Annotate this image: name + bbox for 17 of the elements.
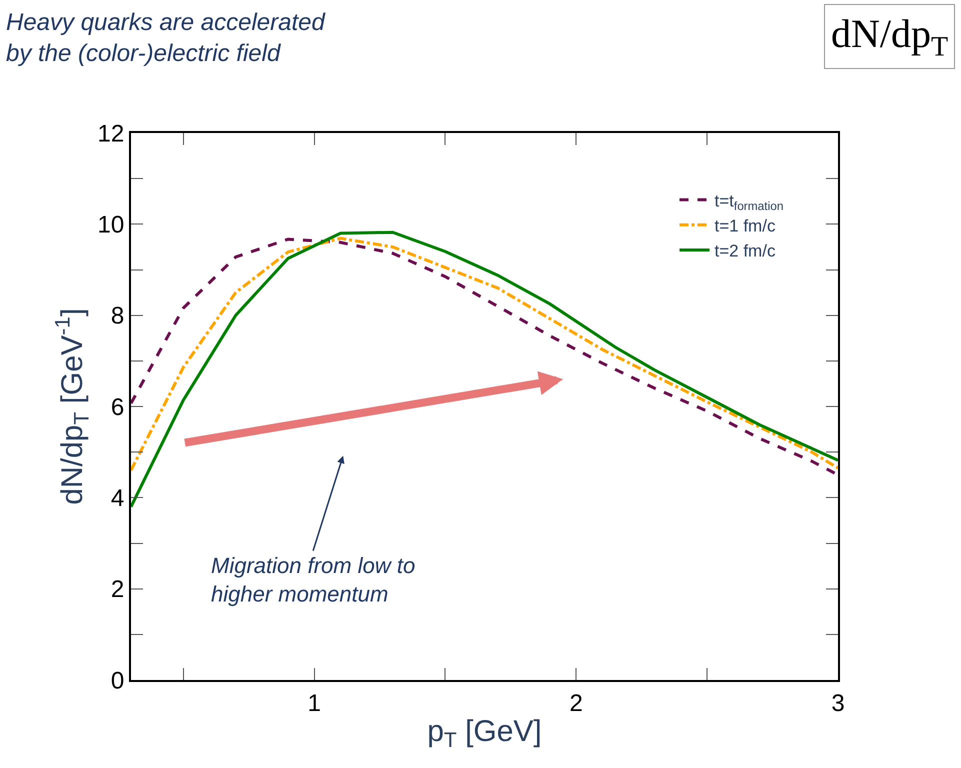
annotation: Migration from low to higher momentum [211,553,416,607]
x-tick-label: 3 [831,690,845,717]
y-tick-label: 4 [110,485,124,512]
y-tick-label: 12 [97,120,124,148]
text: dN/dp$_{T}$ [831,11,948,62]
x-tick-label: 1 [308,690,321,717]
y-tick-label: 10 [97,212,124,239]
y-tick-label: 2 [110,576,124,604]
legend-label: t=2 fm/c [714,242,776,261]
y-tick-label: 6 [110,394,124,421]
y-tick-label: 0 [110,667,124,694]
x-tick-label: 2 [569,690,583,717]
legend-label: t=t$_{formation}$ [714,191,784,213]
legend-label: t=1 fm/c [714,216,776,236]
text: Heavy quarks are accelerated by the (color-)electric field [6,9,326,68]
y-tick-label: 8 [110,302,124,330]
x-axis-title: p$_{T}$ [GeV] [427,714,542,752]
